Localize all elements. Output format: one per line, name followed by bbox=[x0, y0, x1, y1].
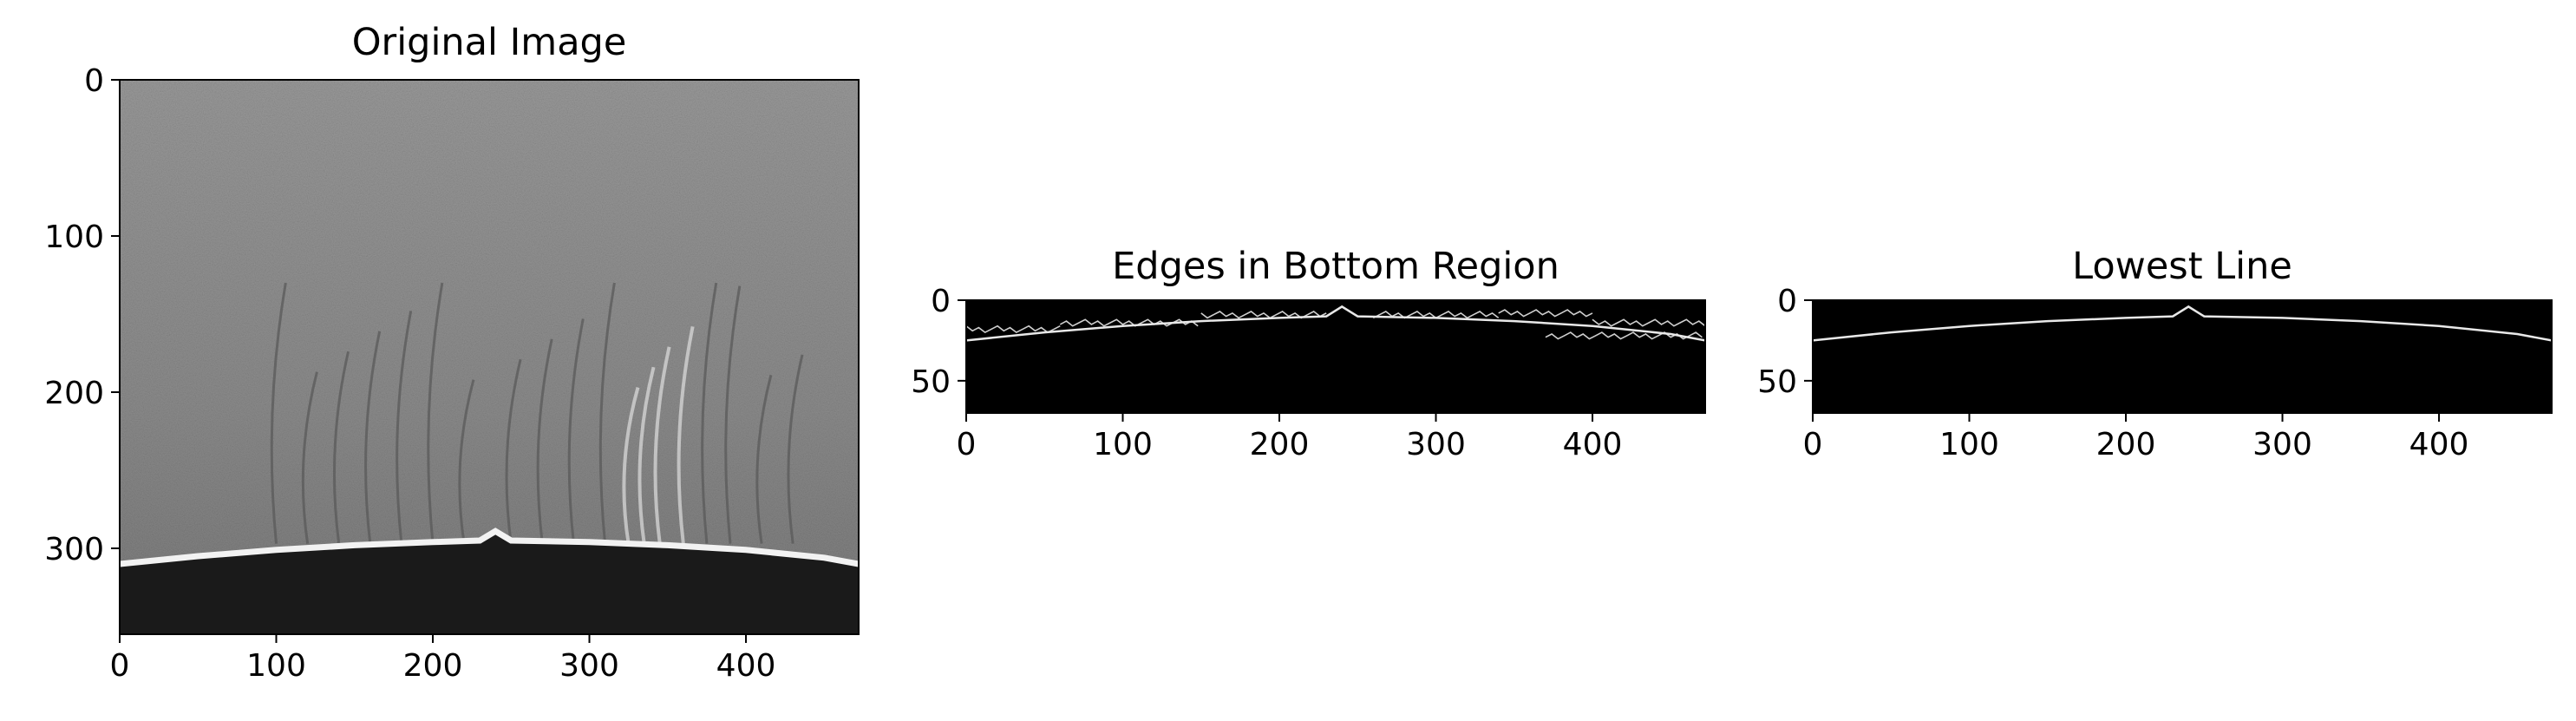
streak-line bbox=[505, 358, 522, 544]
streak-line bbox=[427, 282, 444, 544]
streak-line bbox=[622, 387, 640, 544]
image-area bbox=[1813, 300, 2552, 413]
axes-frame bbox=[119, 79, 860, 635]
surface-streaks bbox=[270, 282, 804, 544]
y-axis-ticks: 0 100 200 300 bbox=[44, 63, 120, 567]
streak-line bbox=[724, 285, 742, 544]
streak-line bbox=[332, 351, 350, 544]
streak-line bbox=[637, 366, 656, 544]
x-tick-label: 200 bbox=[1250, 427, 1310, 462]
x-tick-label: 200 bbox=[2096, 427, 2156, 462]
streak-line bbox=[364, 331, 382, 544]
streak-line bbox=[755, 374, 773, 544]
y-tick-label: 0 bbox=[84, 63, 104, 99]
streak-line bbox=[301, 371, 318, 544]
y-tick-label: 50 bbox=[911, 364, 951, 400]
x-tick-label: 0 bbox=[110, 648, 130, 684]
streak-line bbox=[536, 338, 553, 544]
x-tick-label: 300 bbox=[559, 648, 619, 684]
x-tick-label: 300 bbox=[2252, 427, 2312, 462]
dark-region bbox=[120, 531, 859, 634]
edge-curve bbox=[966, 305, 1705, 342]
y-tick-label: 100 bbox=[44, 220, 104, 255]
streak-line bbox=[396, 311, 413, 544]
panel-title: Lowest Line bbox=[2072, 245, 2292, 288]
x-tick-label: 300 bbox=[1406, 427, 1466, 462]
y-tick-label: 50 bbox=[1757, 364, 1797, 400]
axes-frame bbox=[1812, 299, 2553, 414]
edge-curve bbox=[1813, 305, 2552, 342]
panel-original-image: Original Image 0 100 200 300 400 0 100 200 300 bbox=[44, 21, 860, 684]
y-tick-label: 300 bbox=[44, 532, 104, 567]
y-tick-label: 0 bbox=[1777, 284, 1797, 319]
streak-line bbox=[677, 326, 695, 544]
y-axis-ticks: 0 50 bbox=[1757, 284, 1813, 400]
x-tick-label: 100 bbox=[246, 648, 306, 684]
streak-line bbox=[653, 346, 671, 544]
x-axis-ticks: 0 100 200 300 400 bbox=[1803, 413, 2469, 462]
edge-curve bbox=[120, 528, 859, 567]
y-tick-label: 0 bbox=[931, 284, 951, 319]
x-tick-label: 400 bbox=[716, 648, 776, 684]
streak-line bbox=[458, 379, 475, 544]
panel-title: Edges in Bottom Region bbox=[1112, 245, 1559, 288]
x-tick-label: 0 bbox=[1803, 427, 1823, 462]
x-tick-label: 100 bbox=[1939, 427, 1999, 462]
edge-fragment bbox=[966, 324, 1061, 334]
y-axis-ticks: 0 50 bbox=[911, 284, 966, 400]
x-tick-label: 0 bbox=[957, 427, 977, 462]
x-tick-label: 200 bbox=[403, 648, 463, 684]
y-tick-label: 200 bbox=[44, 376, 104, 411]
streak-line bbox=[787, 354, 804, 544]
x-tick-label: 400 bbox=[1563, 427, 1623, 462]
streak-line bbox=[270, 282, 287, 544]
x-tick-label: 400 bbox=[2409, 427, 2469, 462]
edge-fragment bbox=[1200, 311, 1327, 319]
x-tick-label: 100 bbox=[1093, 427, 1153, 462]
x-axis-ticks: 0 100 200 300 400 bbox=[110, 634, 776, 684]
edge-fragment bbox=[1592, 318, 1705, 327]
panel-title: Original Image bbox=[352, 21, 627, 64]
streak-line bbox=[701, 282, 718, 544]
streak-line bbox=[598, 282, 616, 544]
image-area bbox=[966, 300, 1705, 413]
panel-edges-bottom-region: Edges in Bottom Region 0 100 200 300 400 050 bbox=[911, 245, 1706, 462]
x-axis-ticks: 0 100 200 300 400 bbox=[957, 413, 1623, 462]
axes-frame bbox=[965, 299, 1706, 414]
streak-line bbox=[567, 318, 585, 544]
edge-fragment bbox=[1498, 309, 1593, 318]
panel-lowest-line: Lowest Line 0 100 200 300 400 050 bbox=[1757, 245, 2553, 462]
